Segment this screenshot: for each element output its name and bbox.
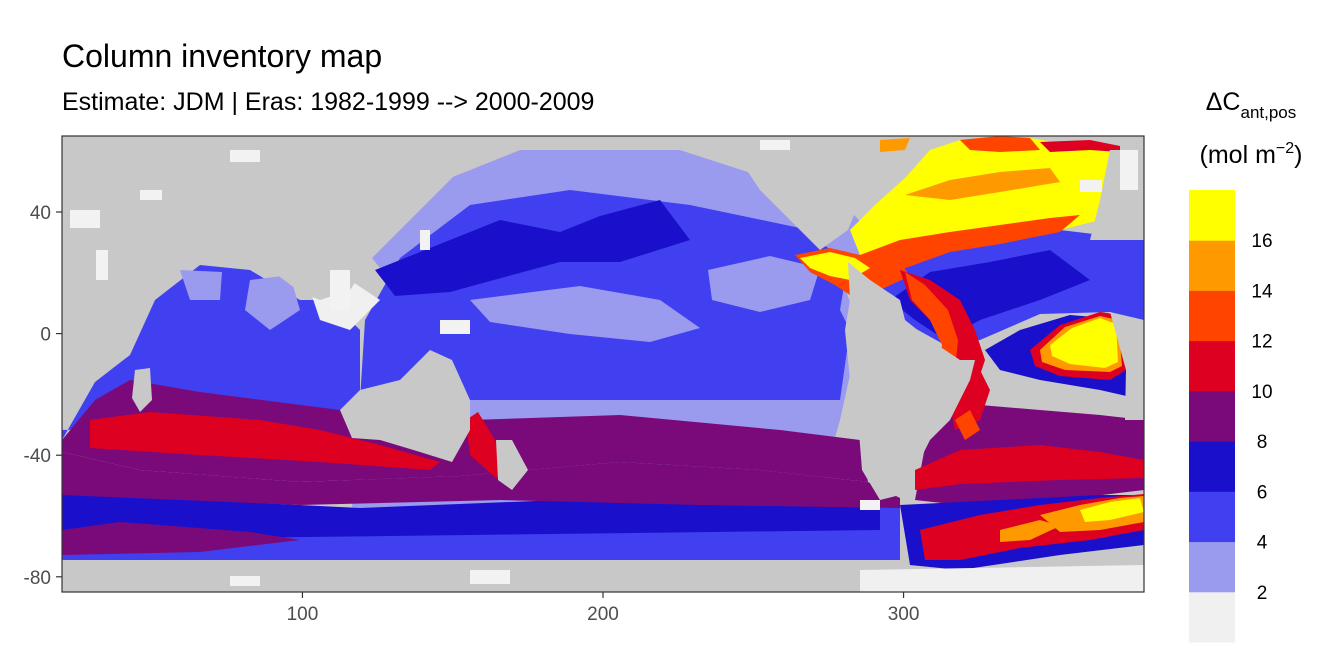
no-data-patch (1120, 150, 1138, 190)
no-data-patch (96, 250, 108, 280)
legend-swatch (1189, 340, 1235, 392)
y-tick-label: 40 (30, 203, 51, 224)
y-tick-label: 0 (40, 325, 51, 346)
legend-swatch (1189, 491, 1235, 543)
ocean-region (860, 565, 1144, 592)
no-data-patch (330, 270, 350, 310)
ocean-region (1040, 140, 1120, 152)
legend-swatch (1189, 290, 1235, 342)
ocean-field (62, 136, 1144, 592)
legend-swatch (1189, 591, 1235, 643)
legend-swatch (1189, 390, 1235, 442)
land-mass (340, 350, 470, 462)
x-tick-label: 200 (587, 604, 619, 625)
legend-swatch (1189, 441, 1235, 492)
ocean-region (880, 138, 910, 152)
land-mass (62, 136, 470, 300)
ocean-region (1000, 520, 1060, 542)
no-data-patch (420, 230, 430, 250)
legend-title: ΔCant,pos (1206, 88, 1297, 122)
legend-break-label: 4 (1257, 533, 1268, 554)
ocean-region (955, 410, 980, 440)
ocean-region (180, 270, 222, 300)
ocean-region (90, 412, 440, 470)
ocean-region (860, 215, 1080, 270)
ocean-region (915, 445, 1144, 490)
chart-subtitle: Estimate: JDM | Eras: 1982-1999 --> 2000… (62, 88, 595, 116)
land-mass (132, 368, 152, 412)
legend-swatch (1189, 541, 1235, 593)
chart-title: Column inventory map (62, 38, 383, 74)
ocean-region (62, 452, 900, 508)
land-mass (845, 262, 975, 500)
land-mass (700, 136, 880, 250)
ocean-region (905, 168, 1060, 200)
ocean-region (245, 275, 300, 330)
y-tick-label: -80 (24, 568, 51, 589)
no-data-patch (140, 190, 162, 200)
no-data-patch (230, 150, 260, 162)
color-legend: ΔCant,pos (mol m−2) 2 4 6 8 10 12 14 16 (1189, 88, 1302, 643)
land-mass (496, 440, 528, 490)
legend-break-label: 12 (1251, 332, 1272, 353)
ocean-region (1080, 498, 1144, 522)
legend-break-label: 2 (1257, 583, 1268, 604)
no-data-patch (760, 140, 790, 150)
ocean-region (470, 286, 700, 342)
ocean-region (375, 200, 690, 296)
legend-break-label: 6 (1257, 482, 1268, 503)
x-tick-label: 300 (888, 604, 920, 625)
no-data-patch (440, 320, 470, 334)
no-data-patch (70, 210, 100, 228)
legend-swatch (1189, 240, 1235, 291)
no-data-patch (470, 570, 510, 584)
no-data-patch (1080, 180, 1102, 192)
ocean-region (708, 256, 820, 312)
legend-units: (mol m−2) (1200, 140, 1303, 169)
legend-break-label: 16 (1251, 231, 1272, 252)
no-data-patch (230, 576, 260, 586)
legend-swatch (1189, 190, 1235, 241)
y-tick-label: -40 (24, 446, 51, 467)
legend-break-label: 14 (1251, 281, 1273, 302)
land-mass (62, 560, 860, 592)
land-mass (1110, 312, 1144, 420)
legend-break-label: 10 (1251, 382, 1272, 403)
ocean-region (850, 138, 1144, 265)
ocean-region (62, 522, 300, 555)
ocean-region (1050, 318, 1118, 368)
legend-break-label: 8 (1257, 432, 1268, 453)
ocean-region (960, 136, 1040, 152)
land-mass (420, 136, 700, 190)
x-tick-label: 100 (287, 604, 319, 625)
no-data-patch (860, 500, 880, 510)
